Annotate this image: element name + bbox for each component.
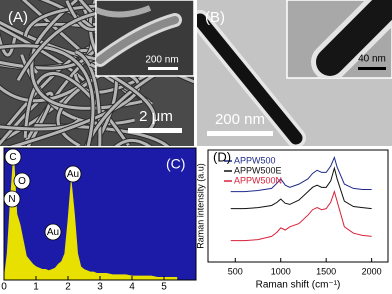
annotation: Au — [67, 169, 79, 180]
series-line — [230, 189, 372, 242]
annotation: Au — [47, 227, 59, 238]
annotation: C — [9, 152, 16, 163]
legend-label: APPW500N — [234, 175, 282, 185]
scale-label: 200 nm — [215, 111, 265, 128]
scale-bar — [207, 131, 273, 136]
wire — [114, 138, 152, 146]
inset-scale-bar — [148, 67, 178, 70]
annotation-circle — [44, 223, 62, 241]
panel-label: (D) — [213, 149, 231, 164]
series-line — [230, 155, 372, 193]
inset-scale-label: 200 nm — [145, 55, 178, 66]
wire — [9, 73, 141, 146]
x-tick-label: 3 — [97, 282, 103, 293]
inset-scale-label: 40 nm — [358, 54, 386, 65]
x-tick-label: 1 — [33, 282, 39, 293]
legend-label: APPW500E — [234, 165, 282, 175]
scale-label: 2 μm — [139, 108, 173, 125]
wire — [0, 119, 80, 131]
panel-label: (A) — [8, 9, 28, 26]
plot-background — [207, 149, 389, 263]
panel-label: (B) — [205, 9, 225, 26]
scale-bar — [128, 128, 182, 133]
inset-wire — [96, 5, 182, 67]
plot-background — [4, 148, 196, 280]
annotation-circle — [64, 165, 82, 183]
x-tick-label: 2 — [65, 282, 71, 293]
nanorod — [197, 10, 306, 146]
x-tick-label: 1000 — [271, 266, 291, 276]
x-tick-label: 1500 — [316, 266, 336, 276]
annotation-circle — [3, 190, 21, 208]
legend-label: APPW500 — [234, 155, 276, 165]
annotation: O — [18, 176, 26, 187]
x-tick-label: 0 — [1, 282, 7, 293]
wire — [20, 54, 135, 126]
annotation-circle — [4, 148, 22, 166]
series-line — [230, 166, 372, 210]
y-axis-label: Raman intensity (a.u) — [195, 163, 205, 249]
annotation-circle — [13, 172, 31, 190]
wire — [0, 44, 95, 146]
inset-scale-bar — [358, 67, 386, 70]
spectrum — [3, 154, 178, 281]
x-tick-label: 500 — [228, 266, 243, 276]
x-axis-label: Raman shift (cm⁻¹) — [256, 280, 341, 291]
annotation: N — [8, 194, 15, 205]
panel-label: (C) — [166, 156, 185, 172]
inset-rod — [311, 0, 392, 78]
x-tick-label: 5 — [161, 282, 167, 293]
x-tick-label: 2000 — [362, 266, 382, 276]
x-tick-label: 4 — [129, 282, 135, 293]
wire — [74, 50, 102, 146]
